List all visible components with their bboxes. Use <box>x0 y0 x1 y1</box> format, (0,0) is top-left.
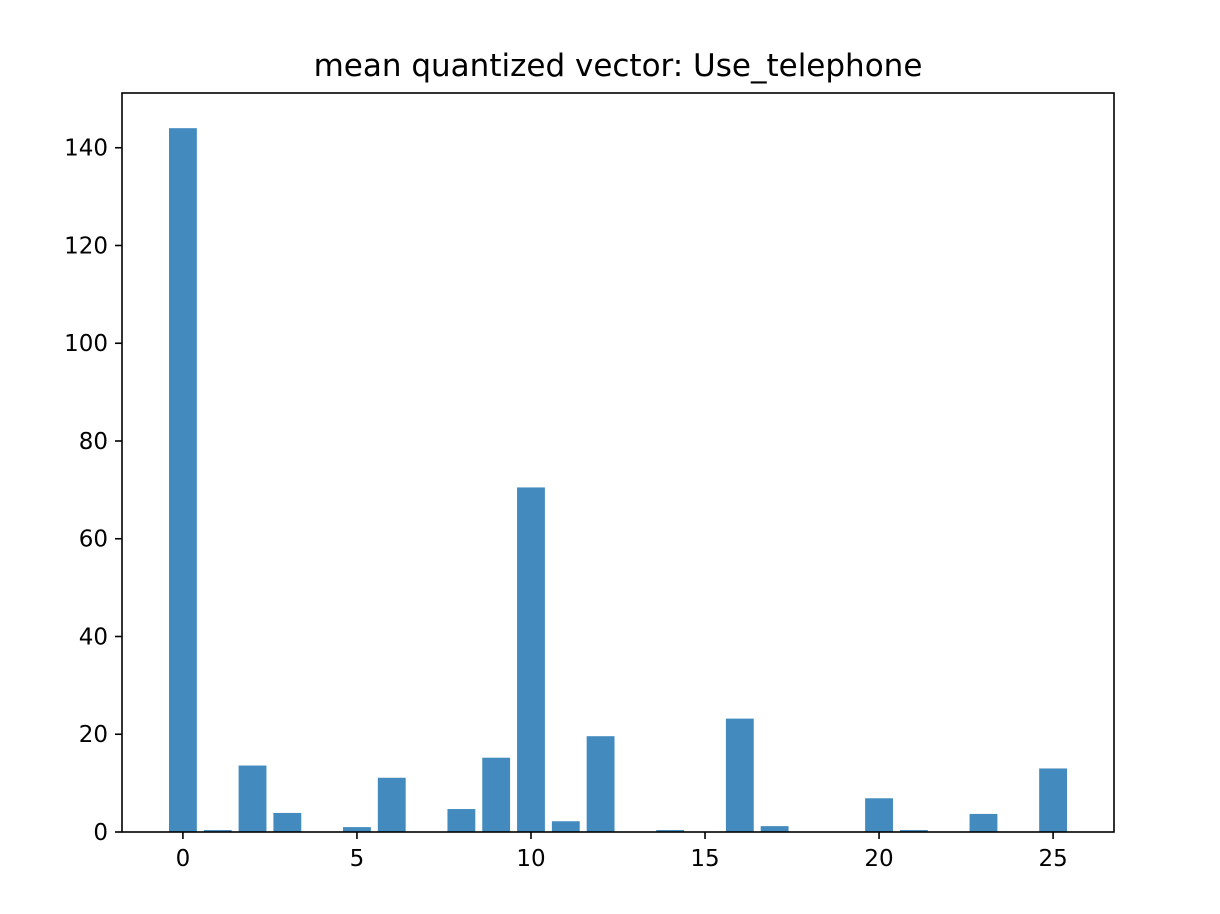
bar-20 <box>865 798 893 832</box>
bar-6 <box>377 777 406 832</box>
y-tick-label: 0 <box>93 820 108 846</box>
x-tick-label: 15 <box>690 846 719 872</box>
y-tick-label: 140 <box>64 136 108 162</box>
bar-16 <box>725 718 754 832</box>
x-tick-label: 25 <box>1038 846 1067 872</box>
bar-8 <box>447 809 476 832</box>
bar-5 <box>343 827 371 832</box>
bar-14 <box>656 830 685 832</box>
y-tick-label: 120 <box>64 233 108 259</box>
bar-23 <box>969 813 998 832</box>
bar-17 <box>760 826 789 832</box>
chart-title: mean quantized vector: Use_telephone <box>314 48 923 84</box>
x-axis-ticks: 0 5 10 15 20 25 <box>176 832 1068 872</box>
bar-1 <box>203 830 232 832</box>
y-tick-label: 20 <box>79 722 108 748</box>
plot-area-frame <box>121 92 1115 833</box>
x-tick-label: 5 <box>350 846 365 872</box>
bar-2 <box>238 765 267 832</box>
y-tick-label: 40 <box>79 624 108 650</box>
y-axis-ticks: 0 20 40 60 80 100 120 140 <box>64 136 122 846</box>
x-tick-label: 20 <box>864 846 893 872</box>
y-tick-label: 60 <box>79 527 108 553</box>
bar-21 <box>899 830 928 832</box>
bar-11 <box>551 821 580 832</box>
bar-9 <box>482 757 511 832</box>
bar-3 <box>273 812 302 832</box>
x-tick-label: 10 <box>516 846 545 872</box>
bar-0 <box>168 128 197 832</box>
y-tick-label: 80 <box>79 429 108 455</box>
y-tick-label: 100 <box>64 331 108 357</box>
bar-12 <box>586 736 615 832</box>
bar-25 <box>1039 768 1068 832</box>
x-tick-label: 0 <box>176 846 191 872</box>
bar-10 <box>517 487 545 832</box>
bars-layer <box>168 128 1068 832</box>
